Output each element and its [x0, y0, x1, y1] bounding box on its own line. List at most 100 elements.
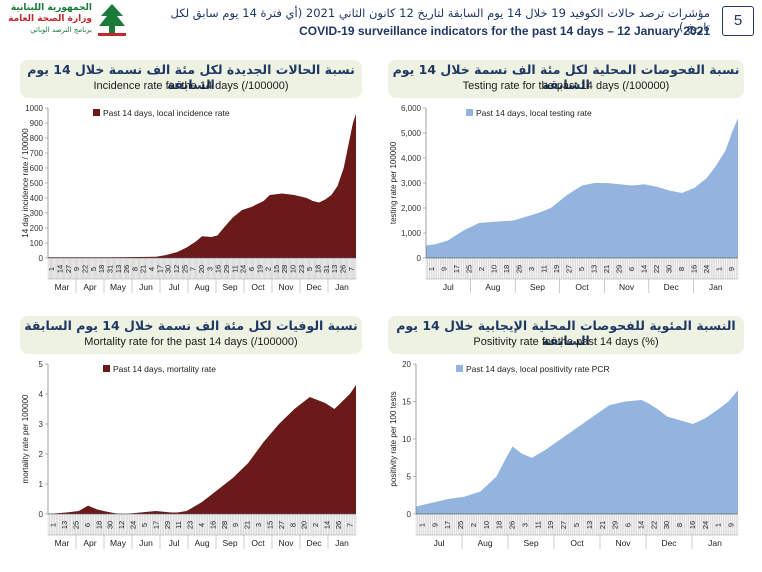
page-title: COVID-19 surveillance indicators for the…	[299, 24, 710, 38]
legend-swatch	[456, 365, 463, 372]
x-tick-band	[48, 259, 356, 279]
x-tick-label: 26	[515, 265, 524, 273]
ministry-logo: الجمهورية اللبنانية وزارة الصحة العامة ب…	[8, 2, 128, 42]
month-label: Jan	[335, 282, 349, 292]
x-tick-label: 2	[264, 267, 273, 271]
x-tick-band	[416, 515, 738, 535]
x-tick-label: 25	[465, 265, 474, 273]
y-axis-label: 14 day incidence rate / 100000	[21, 128, 30, 238]
x-tick-label: 8	[130, 267, 139, 271]
x-tick-label: 6	[83, 523, 92, 527]
month-label: Sep	[222, 282, 237, 292]
x-tick-label: 6	[247, 267, 256, 271]
month-label: Dec	[661, 538, 677, 548]
y-tick-label: 800	[30, 134, 44, 143]
testing-chart: testing rate per 100000 0 1,000 2,000 3,000 4…	[389, 104, 739, 293]
y-tick-label: 3,000	[401, 179, 422, 188]
x-tick-label: 29	[614, 265, 623, 273]
page-number: 5	[722, 6, 754, 36]
positivity-panel-title: النسبة المئوية للفحوصات المحلية الإيجابي…	[388, 316, 744, 354]
y-tick-label: 400	[30, 194, 44, 203]
x-tick-label: 5	[305, 267, 314, 271]
x-tick-label: 1	[714, 267, 723, 271]
x-tick-label: 24	[239, 265, 248, 273]
month-label: Sep	[530, 282, 545, 292]
x-tick-label: 10	[490, 265, 499, 273]
month-label: Aug	[485, 282, 500, 292]
series-area	[426, 118, 738, 258]
testing-title-arabic: نسبة الفحوصات المحلية لكل مئة الف نسمة خ…	[392, 62, 740, 92]
positivity-panel: النسبة المئوية للفحوصات المحلية الإيجابي…	[388, 316, 744, 554]
y-tick-label: 0	[39, 510, 44, 519]
cedar-icon	[98, 4, 126, 36]
y-tick-label: 500	[30, 179, 44, 188]
y-tick-label: 5,000	[401, 129, 422, 138]
header: الجمهورية اللبنانية وزارة الصحة العامة ب…	[0, 0, 762, 46]
x-tick-label: 17	[443, 521, 452, 529]
x-tick-label: 21	[602, 265, 611, 273]
x-tick-label: 19	[552, 265, 561, 273]
x-tick-label: 13	[114, 265, 123, 273]
x-tick-label: 9	[430, 523, 439, 527]
x-tick-label: 5	[577, 267, 586, 271]
month-label: Aug	[194, 282, 209, 292]
x-tick-label: 8	[677, 267, 686, 271]
legend-label: Past 14 days, local testing rate	[476, 108, 592, 118]
x-tick-label: 26	[339, 265, 348, 273]
legend-swatch	[93, 109, 100, 116]
y-tick-label: 0	[407, 510, 412, 519]
x-tick-label: 24	[702, 265, 711, 273]
x-tick-label: 21	[243, 521, 252, 529]
y-tick-label: 300	[30, 209, 44, 218]
x-tick-label: 9	[727, 523, 736, 527]
y-tick-label: 0	[39, 254, 44, 263]
x-tick-label: 27	[565, 265, 574, 273]
x-tick-label: 15	[272, 265, 281, 273]
x-tick-label: 29	[611, 521, 620, 529]
incidence-panel-title: نسبة الحالات الجديدة لكل مئة الف نسمة خل…	[20, 60, 362, 98]
legend-label: Past 14 days, local incidence rate	[103, 108, 230, 118]
y-tick-label: 1,000	[401, 229, 422, 238]
org-name-line2: وزارة الصحة العامة	[8, 14, 92, 24]
month-label: Aug	[477, 538, 492, 548]
x-tick-label: 23	[186, 521, 195, 529]
x-tick-label: 17	[452, 265, 461, 273]
testing-panel-title: نسبة الفحوصات المحلية لكل مئة الف نسمة خ…	[388, 60, 744, 98]
positivity-title: Positivity rate for the past 14 days (%)	[473, 336, 659, 348]
x-tick-label: 5	[572, 523, 581, 527]
x-tick-label: 14	[639, 265, 648, 273]
x-tick-label: 26	[334, 521, 343, 529]
x-tick-label: 9	[727, 267, 736, 271]
x-tick-label: 11	[230, 265, 239, 273]
x-tick-label: 3	[205, 267, 214, 271]
x-tick-label: 7	[345, 523, 354, 527]
month-label: Nov	[278, 538, 294, 548]
x-tick-label: 28	[280, 265, 289, 273]
y-tick-label: 200	[30, 224, 44, 233]
mortality-panel-title: نسبة الوفيات لكل مئة الف نسمة خلال 14 يو…	[20, 316, 362, 354]
y-tick-label: 5	[39, 360, 44, 369]
month-label: Oct	[570, 538, 584, 548]
x-tick-label: 18	[97, 265, 106, 273]
incidence-title-arabic: نسبة الحالات الجديدة لكل مئة الف نسمة خل…	[27, 62, 355, 92]
x-tick-label: 30	[106, 521, 115, 529]
x-tick-label: 8	[288, 523, 297, 527]
x-tick-label: 12	[117, 521, 126, 529]
x-tick-label: 4	[147, 267, 156, 271]
x-tick-label: 22	[652, 265, 661, 273]
x-tick-label: 27	[277, 521, 286, 529]
series-area	[48, 385, 356, 514]
x-tick-label: 25	[456, 521, 465, 529]
x-tick-label: 4	[197, 523, 206, 527]
incidence-title: Incidence rate for the 14 days (/100000)	[93, 80, 289, 92]
y-tick-label: 6,000	[401, 104, 422, 113]
series-area	[416, 390, 738, 514]
x-tick-label: 23	[297, 265, 306, 273]
month-label: Jul	[169, 282, 180, 292]
x-tick-label: 3	[254, 523, 263, 527]
month-label: Jul	[169, 538, 180, 548]
month-label: Jun	[139, 282, 153, 292]
y-tick-label: 10	[402, 435, 411, 444]
testing-title: Testing rate for the past 14 days (/1000…	[462, 80, 670, 92]
